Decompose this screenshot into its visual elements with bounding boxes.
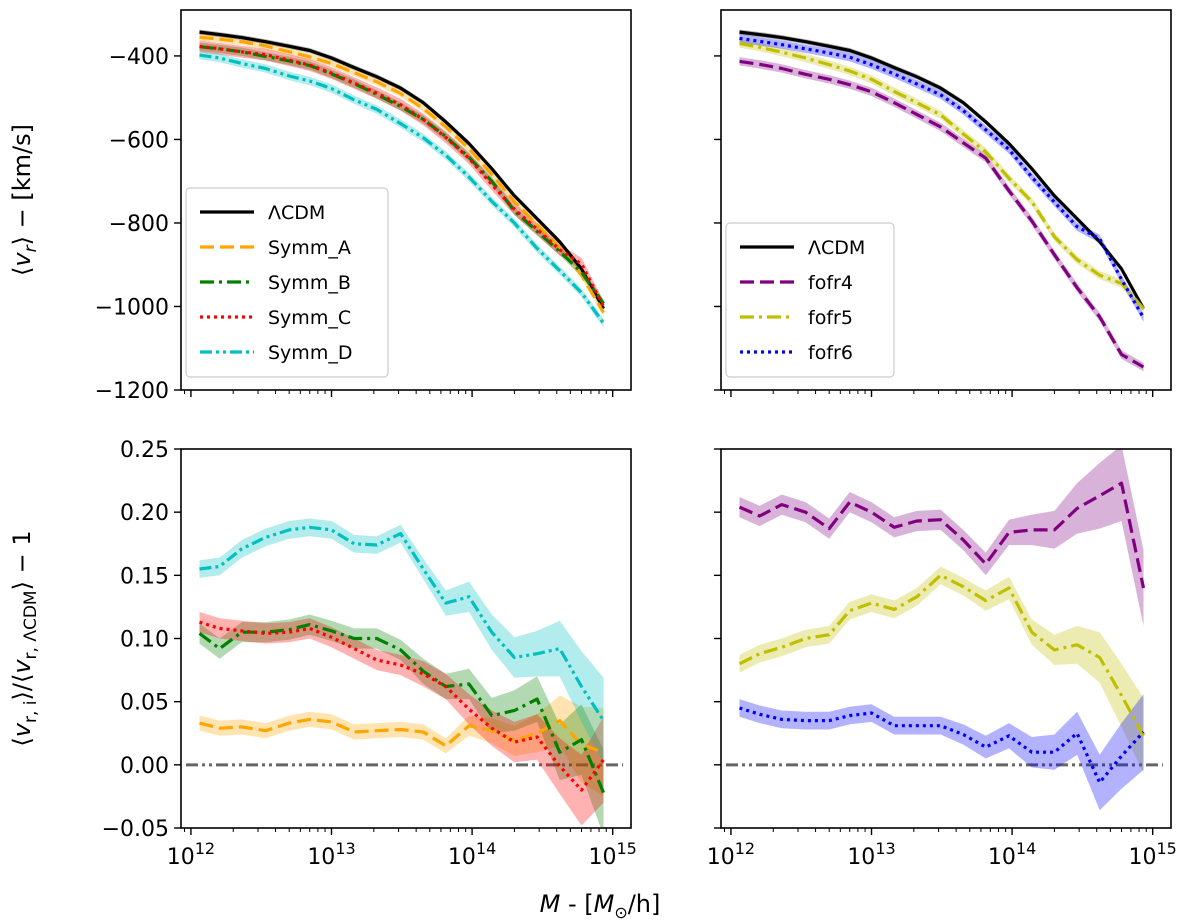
legend-box: [725, 222, 895, 378]
legend-label-symm-a: Symm_A: [268, 237, 351, 259]
legend-label-symm-d: Symm_D: [268, 342, 352, 364]
series-line-lambdacdm: [199, 30, 605, 310]
legend-box: [185, 187, 389, 378]
legend-label-fofr4: fofr4: [808, 272, 853, 294]
y-tick-label: −1200: [95, 379, 169, 404]
x-tick-label: 1014: [988, 839, 1036, 870]
series-line-symm-d: [199, 525, 605, 722]
y-tick-label: −400: [109, 45, 169, 70]
y-tick-label: 0.20: [120, 501, 169, 526]
y-axis: −400 −600 −800 −1000 −1200: [95, 45, 181, 404]
plot-area: [186, 518, 623, 828]
panel-bottom-left: 1012 1013 1014 1015 −0.05 0.00 0.05 0.10 0.15 0.2…: [8, 438, 637, 870]
series-line-lambdacdm: [739, 30, 1145, 310]
error-band-symm-c: [199, 612, 604, 826]
x-axis: 1012 1013 1014 1015: [167, 828, 637, 870]
series-line-fofr5: [738, 573, 1145, 737]
series-line-fofr6: [739, 36, 1145, 319]
series-line-fofr5: [739, 41, 1145, 310]
legend-label-lambdacdm: ΛCDM: [268, 202, 325, 224]
plot-area: [199, 29, 605, 328]
y-axis: [714, 55, 721, 391]
series-line-symm-a: [199, 717, 605, 754]
legend: ΛCDM Symm_A Symm_B Symm_C Symm_D: [185, 187, 389, 378]
x-axis-label: M - [M⊙/h]: [540, 890, 661, 922]
y-tick-label: −1000: [95, 295, 169, 320]
axes-frame: [180, 9, 632, 391]
series-line-symm-c: [199, 620, 605, 792]
plot-area: [739, 29, 1145, 372]
x-tick-label: 1013: [307, 839, 355, 870]
error-band-fofr5: [739, 566, 1144, 774]
error-band-symm-b: [199, 614, 604, 828]
panel-top-right: ΛCDM fofr4 fofr5 fofr6: [714, 9, 1172, 397]
y-tick-label: −800: [109, 212, 169, 237]
y-axis: [714, 448, 721, 829]
y-tick-label: 0.25: [120, 438, 169, 463]
y-tick-label: −0.05: [102, 817, 169, 842]
y-tick-label: −600: [109, 128, 169, 153]
panel-top-left: −400 −600 −800 −1000 −1200 ⟨vr⟩ − [km/s] ΛCDM S…: [8, 9, 632, 404]
error-band-fofr6: [739, 694, 1144, 811]
series-line-symm-c: [199, 44, 605, 308]
x-tick-label: 1012: [707, 839, 755, 870]
series-line-symm-d: [199, 53, 605, 325]
y-axis: −0.05 0.00 0.05 0.10 0.15 0.20 0.25: [102, 438, 181, 842]
series-line-fofr4: [738, 481, 1146, 589]
error-band-fofr4: [739, 449, 1144, 626]
series-line-symm-b: [198, 622, 605, 794]
y-tick-label: 0.05: [120, 691, 169, 716]
series-line-symm-b: [199, 45, 605, 305]
legend-label-symm-b: Symm_B: [268, 272, 351, 294]
legend: ΛCDM fofr4 fofr5 fofr6: [725, 222, 895, 378]
x-axis: 1012 1013 1014 1015: [707, 828, 1177, 870]
y-axis-label: ⟨vr⟩ − [km/s]: [8, 124, 41, 276]
legend-label-fofr6: fofr6: [808, 342, 853, 364]
series-line-fofr4: [739, 59, 1145, 369]
legend-label-symm-c: Symm_C: [268, 307, 351, 329]
plot-area: [726, 449, 1163, 811]
error-band-fofr6: [739, 34, 1144, 322]
x-tick-label: 1014: [448, 839, 496, 870]
y-tick-label: 0.10: [120, 628, 169, 653]
x-axis: [723, 390, 1154, 397]
axes-frame: [720, 9, 1172, 391]
series-line-symm-a: [199, 35, 605, 314]
y-tick-label: 0.15: [120, 564, 169, 589]
y-tick-label: 0.00: [120, 754, 169, 779]
legend-label-lambdacdm: ΛCDM: [808, 237, 865, 259]
x-axis: [183, 390, 614, 397]
x-tick-label: 1015: [1128, 839, 1176, 870]
y-axis-label: ⟨vr, i⟩/⟨vr, ΛCDM⟩ − 1: [8, 530, 41, 746]
panel-bottom-right: 1012 1013 1014 1015: [707, 448, 1177, 870]
x-tick-label: 1012: [167, 839, 215, 870]
legend-label-fofr5: fofr5: [808, 307, 853, 329]
x-tick-label: 1015: [588, 839, 636, 870]
error-band-symm-d: [199, 518, 604, 764]
x-tick-label: 1013: [847, 839, 895, 870]
